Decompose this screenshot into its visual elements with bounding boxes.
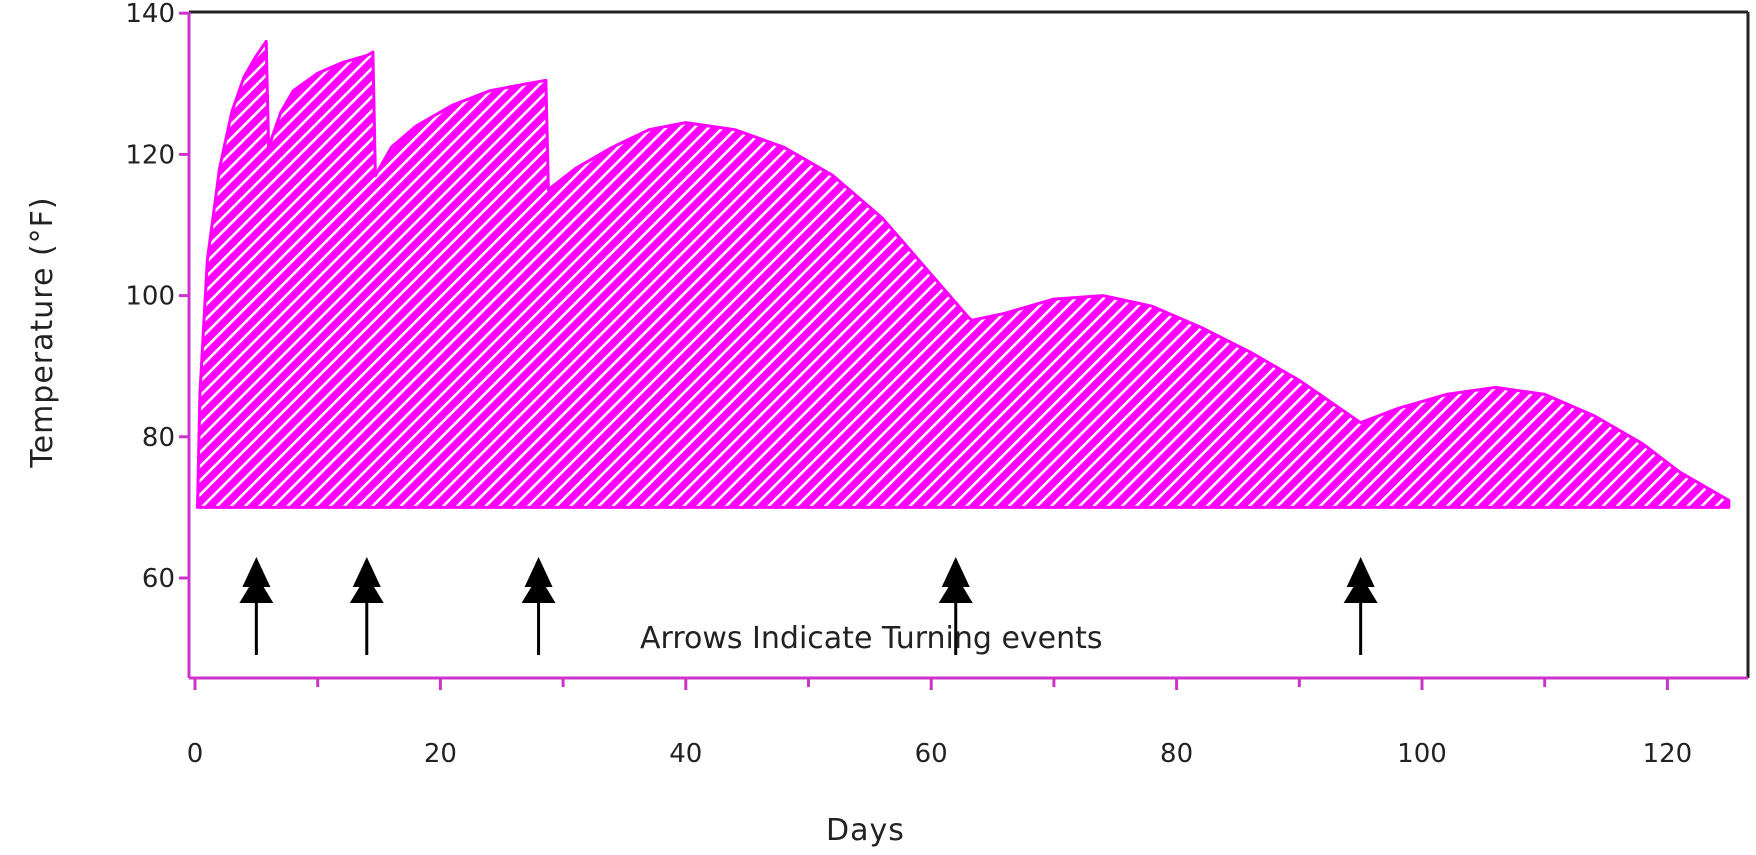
y-tick-label: 60: [142, 564, 175, 594]
x-tick-label: 80: [1160, 739, 1193, 769]
turning-event-arrow: [239, 557, 274, 655]
x-tick-label: 120: [1643, 739, 1693, 769]
y-tick-label: 100: [125, 282, 175, 312]
x-tick-label: 100: [1397, 739, 1447, 769]
x-tick-label: 0: [187, 739, 204, 769]
y-axis-title: Temperature (°F): [25, 196, 60, 468]
x-tick-label: 40: [669, 739, 702, 769]
turning-event-arrow: [938, 557, 973, 655]
turning-event-arrow: [521, 557, 556, 655]
x-tick-label: 60: [915, 739, 948, 769]
temperature-area-series: [196, 39, 1731, 509]
turning-event-arrow: [1343, 557, 1378, 655]
y-tick-label: 120: [125, 140, 175, 170]
x-axis-title: Days: [826, 813, 905, 848]
turning-event-arrow: [349, 557, 384, 655]
y-tick-label: 80: [142, 423, 175, 453]
x-tick-label: 20: [424, 739, 457, 769]
turning-events-annotation: Arrows Indicate Turning events: [640, 621, 1103, 656]
y-tick-label: 140: [125, 0, 175, 29]
